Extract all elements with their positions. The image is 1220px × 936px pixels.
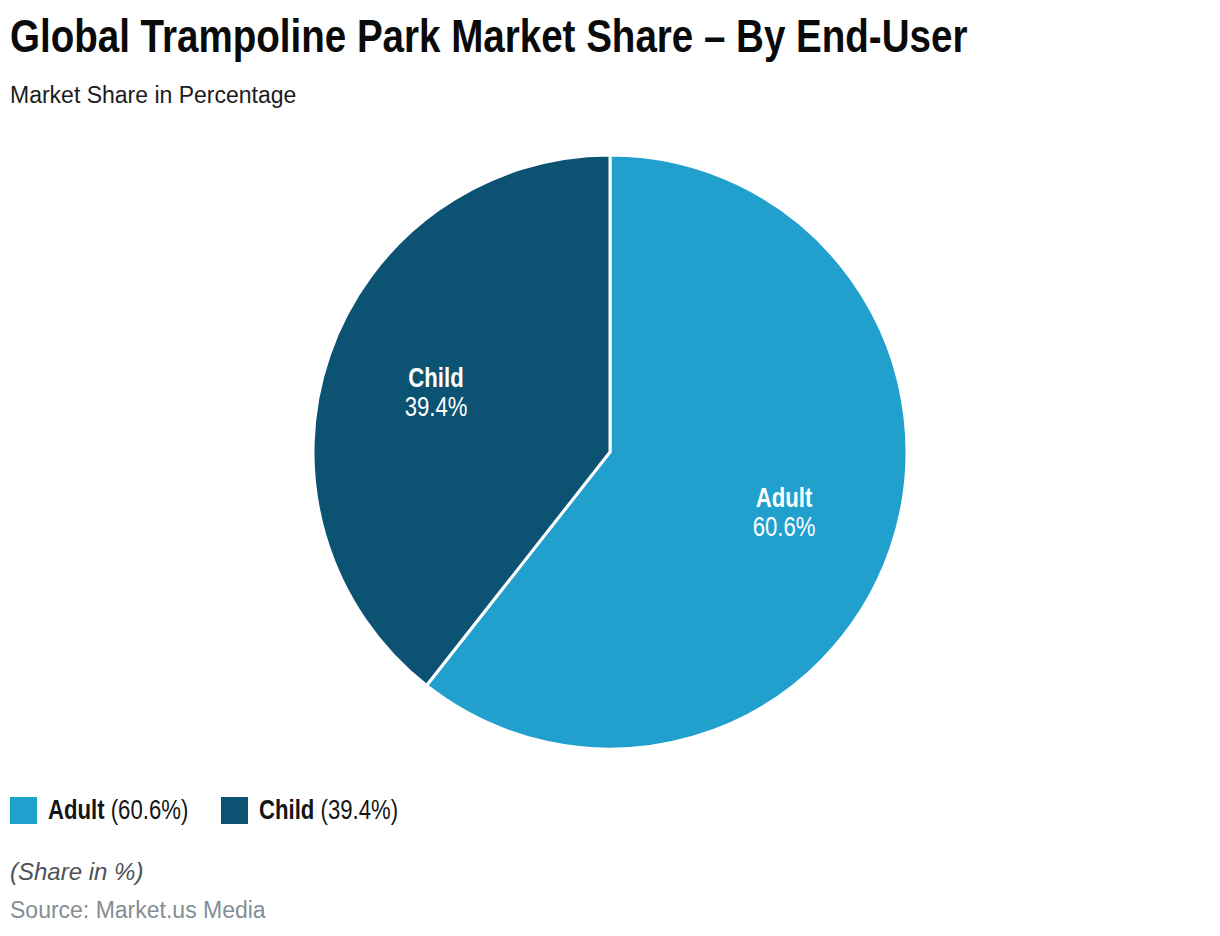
legend-name-adult: Adult (48, 795, 105, 825)
legend-item-adult[interactable]: Adult (60.6%) (10, 795, 219, 826)
slice-name-child: Child (408, 363, 463, 393)
slice-label-group-child: Child39.4% (405, 363, 468, 422)
chart-page: Global Trampoline Park Market Share – By… (0, 0, 1220, 936)
legend-pct-adult: (60.6%) (111, 795, 189, 825)
legend-pct-child: (39.4%) (321, 795, 399, 825)
legend-item-child[interactable]: Child (39.4%) (221, 795, 429, 826)
slice-value-adult: 60.6% (753, 512, 816, 542)
slice-name-adult: Adult (756, 483, 813, 513)
legend-swatch-adult (10, 797, 37, 824)
share-note: (Share in %) (10, 858, 143, 886)
legend-swatch-child (221, 797, 248, 824)
slice-label-group-adult: Adult60.6% (753, 483, 816, 542)
legend: Adult (60.6%) Child (39.4%) (10, 795, 431, 826)
legend-name-child: Child (259, 795, 314, 825)
legend-label-child: Child (39.4%) (259, 795, 398, 826)
source-credit: Source: Market.us Media (10, 897, 266, 924)
slice-value-child: 39.4% (405, 392, 468, 422)
legend-label-adult: Adult (60.6%) (48, 795, 188, 826)
